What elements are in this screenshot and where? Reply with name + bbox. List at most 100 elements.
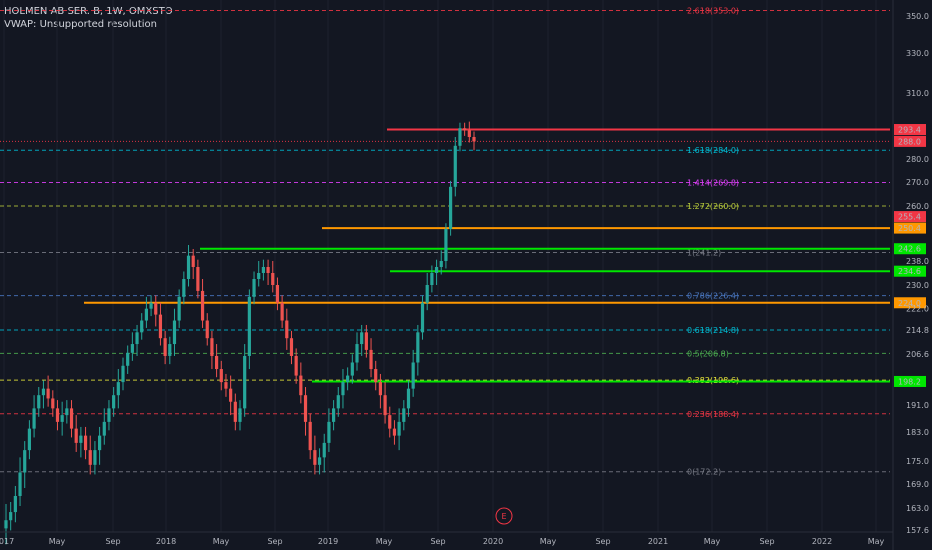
candle-body [121,365,125,383]
price-tag-label: 293.4 [898,126,921,135]
candle-body [172,320,177,345]
candle-body [458,128,462,146]
symbol-title[interactable]: HOLMEN AB SER. B, 1W, OMXSTO [4,6,173,17]
candle-body [238,408,242,422]
candle-body [271,273,275,285]
candle-body [439,261,443,267]
candle-body [453,145,457,187]
candle-body [243,355,247,409]
price-axis-label: 260.0 [906,202,929,211]
time-axis-label: 2019 [318,537,338,546]
candle-body [154,302,158,315]
time-axis-label: 2022 [812,537,832,546]
candle-body [219,369,223,383]
candle-body [411,362,415,389]
candle-body [60,415,64,422]
candle-body [280,302,284,321]
price-axis-label: 175.0 [906,457,929,466]
fib-level-label: 0(172.2) [687,468,721,477]
price-axis: 350.0 330.0 310.0 293.4 288.0 280.0 270.0 260.0… [892,0,932,550]
time-axis-label: Sep [759,537,774,546]
candle-body [65,408,69,416]
time-axis-label: May [213,537,230,546]
candle-body [449,186,453,229]
price-tag-label: 198.2 [898,377,921,386]
price-tag [894,265,926,277]
candle-body [266,267,270,273]
candle-body [341,382,345,396]
candle-body [444,229,448,261]
candle-body [51,398,55,409]
candle-body [406,388,411,409]
candle-body [116,382,120,396]
candle-body [374,369,378,383]
price-axis-label: 350.0 [906,12,929,21]
price-tag [894,135,926,147]
price-tag [894,375,926,387]
time-axis-label: May [540,537,557,546]
candle-body [285,320,289,339]
candle-body [434,267,439,273]
price-axis-label: 191.0 [906,401,929,410]
price-tag-label: 234.6 [898,267,921,276]
price-axis-label: 238.0 [906,257,929,266]
candle-body [13,496,17,513]
candle-body [275,285,280,303]
price-tag-label: 224.0 [898,299,921,308]
candle-body [420,302,425,333]
vwap-indicator-label[interactable]: VWAP: Unsupported resolution [4,19,157,30]
price-tag [894,222,926,234]
candle-body [369,349,373,370]
candle-body [294,355,298,376]
price-tag [894,243,926,255]
price-axis-label: 157.6 [906,526,929,535]
candle-body [360,332,364,345]
event-markers: E [495,507,513,525]
candle-body [83,435,88,451]
candle-body [205,320,209,339]
candle-body [224,382,228,389]
candle-body [383,395,387,416]
time-axis-label: 2018 [156,537,176,546]
time-axis-label: 2020 [483,537,503,546]
candle-body [252,279,256,297]
candle-body [112,395,116,409]
candle-body [9,512,13,521]
horizontal-lines [84,128,890,383]
price-tag-label: 242.6 [898,245,921,254]
candle-body [130,344,134,353]
candles [4,121,476,545]
candle-body [93,450,97,465]
time-axis-label: 2017 [0,537,14,546]
candle-body [41,388,46,396]
candle-body [107,408,111,422]
fib-level-label: 1.618(284.0) [687,146,739,155]
price-axis-label: 330.0 [906,49,929,58]
time-axis-label: Sep [267,537,282,546]
candle-body [55,408,60,422]
time-axis-label: Sep [105,537,120,546]
candle-body [23,450,27,473]
price-tag [894,211,926,223]
candle-body [463,128,467,131]
candle-body [257,273,261,279]
candle-body [378,382,382,396]
candle-body [196,267,200,291]
candle-body [364,332,368,350]
price-tag [894,297,926,309]
candle-body [4,520,8,529]
fib-level-label: 1.414(269.8) [687,178,739,187]
candle-body [402,408,406,422]
candle-body [215,355,219,370]
price-axis-label: 310.0 [906,89,929,98]
time-axis-label: Sep [595,537,610,546]
candle-body [322,442,326,458]
candle-body [346,375,350,383]
candle-body [32,408,36,429]
candle-body [186,255,191,279]
price-axis-label: 206.6 [906,350,929,359]
candle-body [247,296,251,356]
candle-body [425,285,429,303]
candle-body [27,428,31,451]
